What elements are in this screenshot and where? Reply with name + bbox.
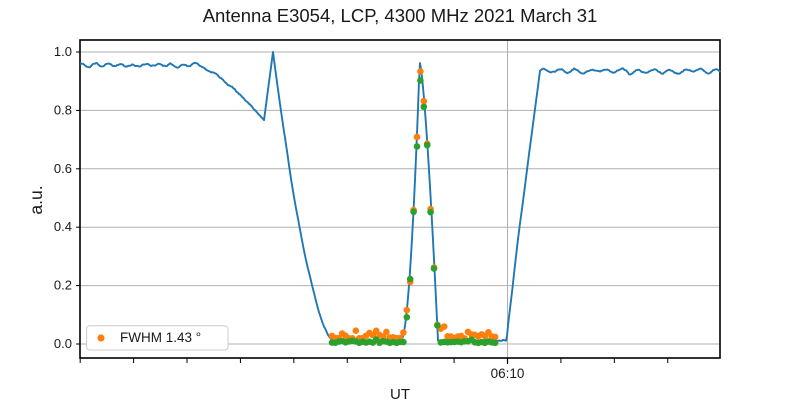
svg-text:1.0: 1.0 [54, 44, 72, 59]
svg-text:0.0: 0.0 [54, 336, 72, 351]
svg-text:0.2: 0.2 [54, 278, 72, 293]
svg-text:UT: UT [390, 386, 410, 400]
svg-text:FWHM 1.43 °: FWHM 1.43 ° [120, 330, 201, 345]
svg-text:06:10: 06:10 [491, 366, 525, 381]
svg-text:0.6: 0.6 [54, 161, 72, 176]
svg-text:0.4: 0.4 [54, 219, 72, 234]
svg-text:0.8: 0.8 [54, 102, 72, 117]
